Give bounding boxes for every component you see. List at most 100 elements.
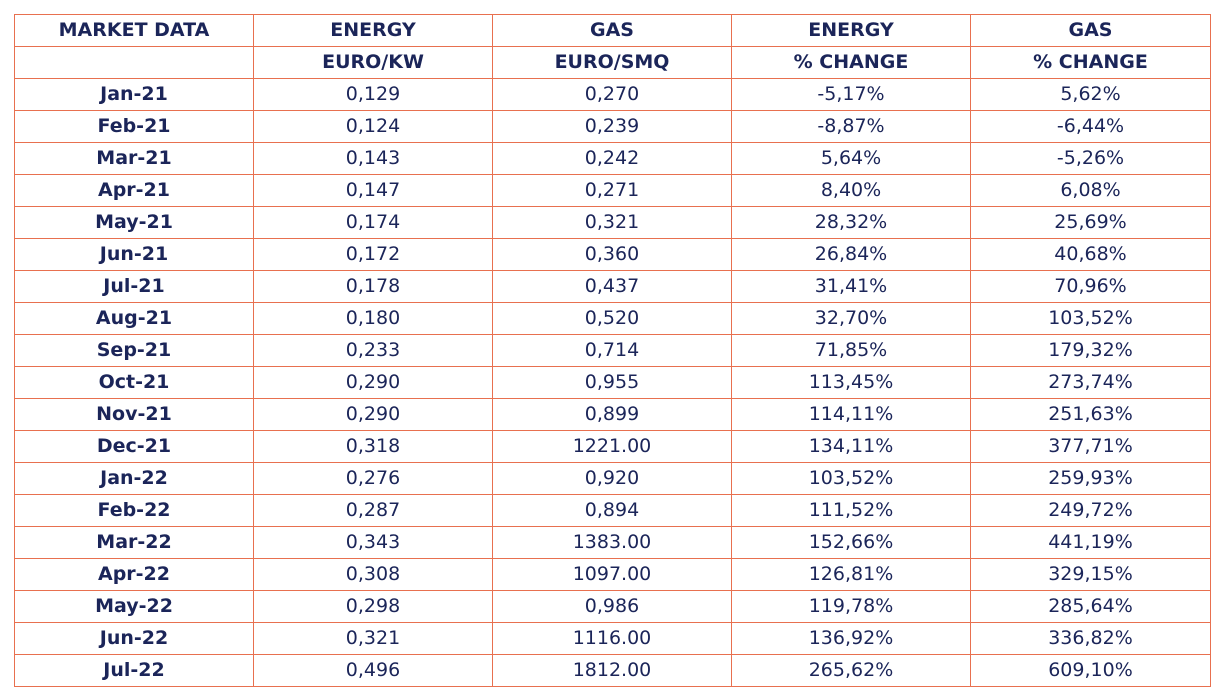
gas-price-cell: 0,899 (492, 398, 732, 431)
gas-change-cell: 441,19% (970, 526, 1211, 559)
energy-change-cell: 113,45% (731, 366, 971, 399)
energy-price-cell: 0,180 (253, 302, 493, 335)
month-cell: Jun-21 (14, 238, 254, 271)
table-row: Oct-21 0,290 0,955 113,45% 273,74% (14, 366, 1211, 399)
gas-price-cell: 0,242 (492, 142, 732, 175)
energy-change-cell: 31,41% (731, 270, 971, 303)
table-row: Jul-22 0,496 1812.00 265,62% 609,10% (14, 654, 1211, 687)
header-market-data: MARKET DATA (14, 14, 254, 47)
energy-price-cell: 0,290 (253, 366, 493, 399)
table-row: Mar-21 0,143 0,242 5,64% -5,26% (14, 142, 1211, 175)
table-row: May-22 0,298 0,986 119,78% 285,64% (14, 590, 1211, 623)
gas-price-cell: 0,239 (492, 110, 732, 143)
gas-change-cell: 5,62% (970, 78, 1211, 111)
header-unit-euro-smq: EURO/SMQ (492, 46, 732, 79)
month-cell: Feb-21 (14, 110, 254, 143)
header-unit-energy-percent-change: % CHANGE (731, 46, 971, 79)
energy-change-cell: 126,81% (731, 558, 971, 591)
month-cell: Jul-21 (14, 270, 254, 303)
energy-change-cell: 32,70% (731, 302, 971, 335)
energy-price-cell: 0,343 (253, 526, 493, 559)
energy-price-cell: 0,287 (253, 494, 493, 527)
month-cell: Jun-22 (14, 622, 254, 655)
gas-price-cell: 0,955 (492, 366, 732, 399)
energy-change-cell: 103,52% (731, 462, 971, 495)
energy-price-cell: 0,147 (253, 174, 493, 207)
gas-change-cell: 259,93% (970, 462, 1211, 495)
month-cell: Nov-21 (14, 398, 254, 431)
gas-change-cell: 249,72% (970, 494, 1211, 527)
gas-price-cell: 0,321 (492, 206, 732, 239)
month-cell: Sep-21 (14, 334, 254, 367)
energy-price-cell: 0,178 (253, 270, 493, 303)
gas-price-cell: 0,894 (492, 494, 732, 527)
header-energy-change: ENERGY (731, 14, 971, 47)
energy-price-cell: 0,276 (253, 462, 493, 495)
gas-price-cell: 0,270 (492, 78, 732, 111)
month-cell: Aug-21 (14, 302, 254, 335)
gas-change-cell: 103,52% (970, 302, 1211, 335)
header-row-2: EURO/KW EURO/SMQ % CHANGE % CHANGE (14, 46, 1211, 79)
gas-price-cell: 0,920 (492, 462, 732, 495)
energy-change-cell: 71,85% (731, 334, 971, 367)
header-row-1: MARKET DATA ENERGY GAS ENERGY GAS (14, 14, 1211, 47)
gas-change-cell: 329,15% (970, 558, 1211, 591)
energy-change-cell: 28,32% (731, 206, 971, 239)
gas-price-cell: 1221.00 (492, 430, 732, 463)
gas-price-cell: 1383.00 (492, 526, 732, 559)
energy-change-cell: 136,92% (731, 622, 971, 655)
gas-price-cell: 0,520 (492, 302, 732, 335)
gas-change-cell: 377,71% (970, 430, 1211, 463)
gas-change-cell: 40,68% (970, 238, 1211, 271)
month-cell: Oct-21 (14, 366, 254, 399)
table-row: May-21 0,174 0,321 28,32% 25,69% (14, 206, 1211, 239)
energy-change-cell: 265,62% (731, 654, 971, 687)
gas-change-cell: 25,69% (970, 206, 1211, 239)
table-row: Aug-21 0,180 0,520 32,70% 103,52% (14, 302, 1211, 335)
gas-change-cell: 285,64% (970, 590, 1211, 623)
energy-price-cell: 0,233 (253, 334, 493, 367)
header-gas: GAS (492, 14, 732, 47)
table-row: Jun-22 0,321 1116.00 136,92% 336,82% (14, 622, 1211, 655)
table-row: Dec-21 0,318 1221.00 134,11% 377,71% (14, 430, 1211, 463)
month-cell: Jan-22 (14, 462, 254, 495)
gas-price-cell: 0,437 (492, 270, 732, 303)
energy-price-cell: 0,496 (253, 654, 493, 687)
table-row: Nov-21 0,290 0,899 114,11% 251,63% (14, 398, 1211, 431)
header-gas-change: GAS (970, 14, 1211, 47)
energy-change-cell: 114,11% (731, 398, 971, 431)
gas-change-cell: 609,10% (970, 654, 1211, 687)
gas-price-cell: 1812.00 (492, 654, 732, 687)
energy-change-cell: 134,11% (731, 430, 971, 463)
energy-price-cell: 0,318 (253, 430, 493, 463)
energy-price-cell: 0,290 (253, 398, 493, 431)
gas-change-cell: 6,08% (970, 174, 1211, 207)
table-row: Mar-22 0,343 1383.00 152,66% 441,19% (14, 526, 1211, 559)
gas-change-cell: 336,82% (970, 622, 1211, 655)
month-cell: Feb-22 (14, 494, 254, 527)
gas-change-cell: -6,44% (970, 110, 1211, 143)
gas-price-cell: 0,986 (492, 590, 732, 623)
gas-price-cell: 0,271 (492, 174, 732, 207)
energy-price-cell: 0,172 (253, 238, 493, 271)
month-cell: Dec-21 (14, 430, 254, 463)
energy-price-cell: 0,308 (253, 558, 493, 591)
month-cell: Mar-22 (14, 526, 254, 559)
energy-change-cell: 26,84% (731, 238, 971, 271)
table-body: Jan-21 0,129 0,270 -5,17% 5,62% Feb-21 0,124 0,… (14, 78, 1211, 687)
table-row: Feb-21 0,124 0,239 -8,87% -6,44% (14, 110, 1211, 143)
gas-price-cell: 0,360 (492, 238, 732, 271)
energy-change-cell: 111,52% (731, 494, 971, 527)
table-row: Feb-22 0,287 0,894 111,52% 249,72% (14, 494, 1211, 527)
energy-price-cell: 0,143 (253, 142, 493, 175)
gas-change-cell: 70,96% (970, 270, 1211, 303)
table-row: Jan-21 0,129 0,270 -5,17% 5,62% (14, 78, 1211, 111)
energy-price-cell: 0,124 (253, 110, 493, 143)
month-cell: Jul-22 (14, 654, 254, 687)
energy-change-cell: -5,17% (731, 78, 971, 111)
gas-price-cell: 1097.00 (492, 558, 732, 591)
month-cell: Apr-21 (14, 174, 254, 207)
energy-change-cell: 8,40% (731, 174, 971, 207)
month-cell: May-21 (14, 206, 254, 239)
energy-price-cell: 0,321 (253, 622, 493, 655)
